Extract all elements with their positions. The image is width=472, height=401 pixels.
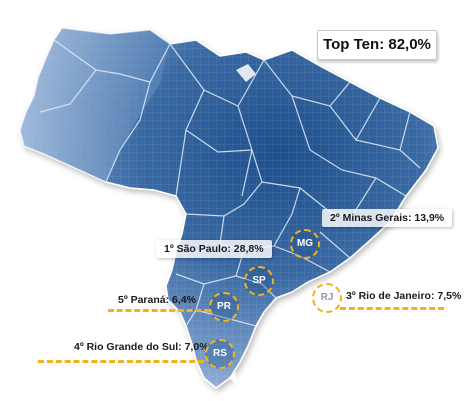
label-sao-paulo: 1º São Paulo: 28,8% bbox=[156, 240, 272, 258]
badge-rj: RJ bbox=[312, 283, 342, 313]
top-ten-box: Top Ten: 82,0% bbox=[317, 30, 437, 60]
dashed-line-pr bbox=[108, 309, 210, 312]
label-minas-gerais: 2º Minas Gerais: 13,9% bbox=[322, 209, 453, 227]
badge-pr: PR bbox=[209, 292, 239, 322]
badge-sp: SP bbox=[244, 266, 274, 296]
label-rio-de-janeiro: 3º Rio de Janeiro: 7,5% bbox=[346, 290, 462, 302]
badge-mg: MG bbox=[290, 229, 320, 259]
badge-rs: RS bbox=[205, 339, 235, 369]
label-parana: 5º Paraná: 6,4% bbox=[118, 294, 196, 306]
dashed-line-rj bbox=[340, 307, 444, 310]
dashed-line-rs bbox=[38, 360, 204, 363]
label-rio-grande-do-sul: 4º Rio Grande do Sul: 7,0% bbox=[74, 341, 209, 353]
